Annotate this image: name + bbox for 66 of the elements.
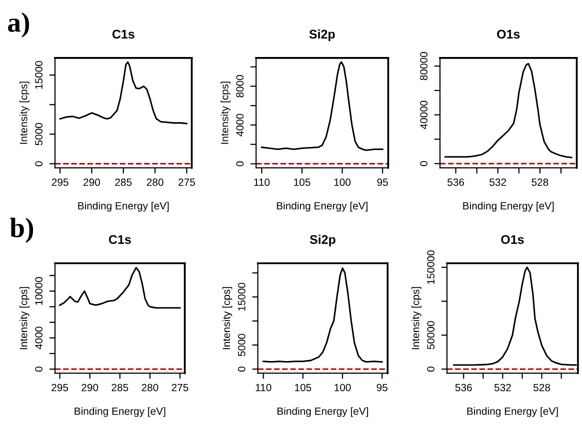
chart-title: O1s [501, 235, 524, 244]
y-tick-label: 8000 [236, 75, 244, 98]
y-tick-label: 0 [35, 366, 43, 372]
x-tick-label: 536 [455, 384, 472, 392]
x-tick-label: 100 [334, 178, 351, 186]
y-tick-label: 10000 [35, 277, 43, 305]
x-tick-label: 280 [146, 178, 164, 186]
x-tick-label: 105 [294, 178, 310, 186]
line-series [444, 62, 572, 158]
y-axis-title: Intensity [cps] [222, 287, 232, 350]
line-series [262, 267, 383, 363]
x-tick-label: 536 [448, 178, 464, 186]
y-tick-label: 50000 [427, 321, 434, 350]
x-axis-title: Binding Energy [eV] [278, 407, 368, 417]
x-axis-title: Binding Energy [eV] [74, 407, 166, 417]
line-series [59, 266, 181, 309]
x-tick-label: 285 [112, 384, 128, 392]
x-axis-title: Binding Energy [eV] [467, 407, 558, 417]
y-axis-title: Intensity [cps] [220, 82, 230, 144]
x-tick-label: 280 [142, 384, 158, 392]
y-tick-label: 5000 [35, 122, 43, 146]
y-axis-title: Intensity [cps] [20, 287, 30, 350]
x-tick-label: 100 [334, 384, 351, 392]
y-tick-label: 0 [238, 366, 246, 372]
y-tick-label: 15000 [238, 282, 246, 311]
chart-title: O1s [497, 30, 520, 39]
text: b) [10, 218, 34, 243]
chart-title: Si2p [309, 29, 335, 42]
y-axis-title: Intensity [cps] [412, 287, 422, 350]
line-series [59, 61, 188, 124]
chart-title: C1s [112, 30, 134, 39]
y-axis-title: Intensity [cps] [20, 82, 30, 144]
y-tick-label: 0 [420, 161, 428, 166]
y-tick-label: 15000 [35, 60, 43, 89]
x-tick-label: 295 [52, 384, 68, 392]
text: a) [8, 12, 30, 38]
x-axis-title: Binding Energy [eV] [276, 202, 368, 212]
y-tick-label: 150000 [427, 250, 434, 284]
y-tick-label: 0 [35, 161, 43, 166]
x-tick-label: 110 [254, 178, 270, 186]
y-tick-label: 0 [427, 366, 434, 372]
x-tick-label: 95 [376, 384, 388, 392]
x-tick-label: 105 [295, 384, 312, 392]
x-tick-label: 110 [256, 384, 272, 392]
line-series [260, 61, 384, 151]
chart-title: Si2p [310, 234, 336, 246]
x-tick-label: 95 [377, 178, 388, 186]
x-axis-title: Binding Energy [eV] [463, 202, 554, 212]
x-tick-label: 532 [494, 384, 511, 392]
x-tick-label: 532 [490, 178, 506, 186]
y-tick-label: 0 [236, 161, 244, 166]
x-tick-label: 528 [532, 178, 548, 186]
y-tick-label: 4000 [35, 326, 43, 350]
x-tick-label: 528 [533, 384, 550, 392]
x-axis-title: Binding Energy [eV] [78, 202, 169, 212]
x-tick-label: 290 [84, 178, 100, 186]
y-tick-label: 4000 [236, 114, 244, 136]
x-tick-label: 275 [178, 178, 195, 186]
x-tick-label: 290 [82, 384, 98, 392]
y-tick-label: 5000 [238, 334, 246, 356]
x-tick-label: 285 [115, 178, 132, 186]
y-tick-label: 80000 [420, 52, 428, 80]
x-tick-label: 295 [52, 178, 68, 186]
x-tick-label: 275 [172, 384, 188, 392]
chart-title: C1s [108, 235, 131, 244]
y-tick-label: 40000 [420, 100, 428, 130]
